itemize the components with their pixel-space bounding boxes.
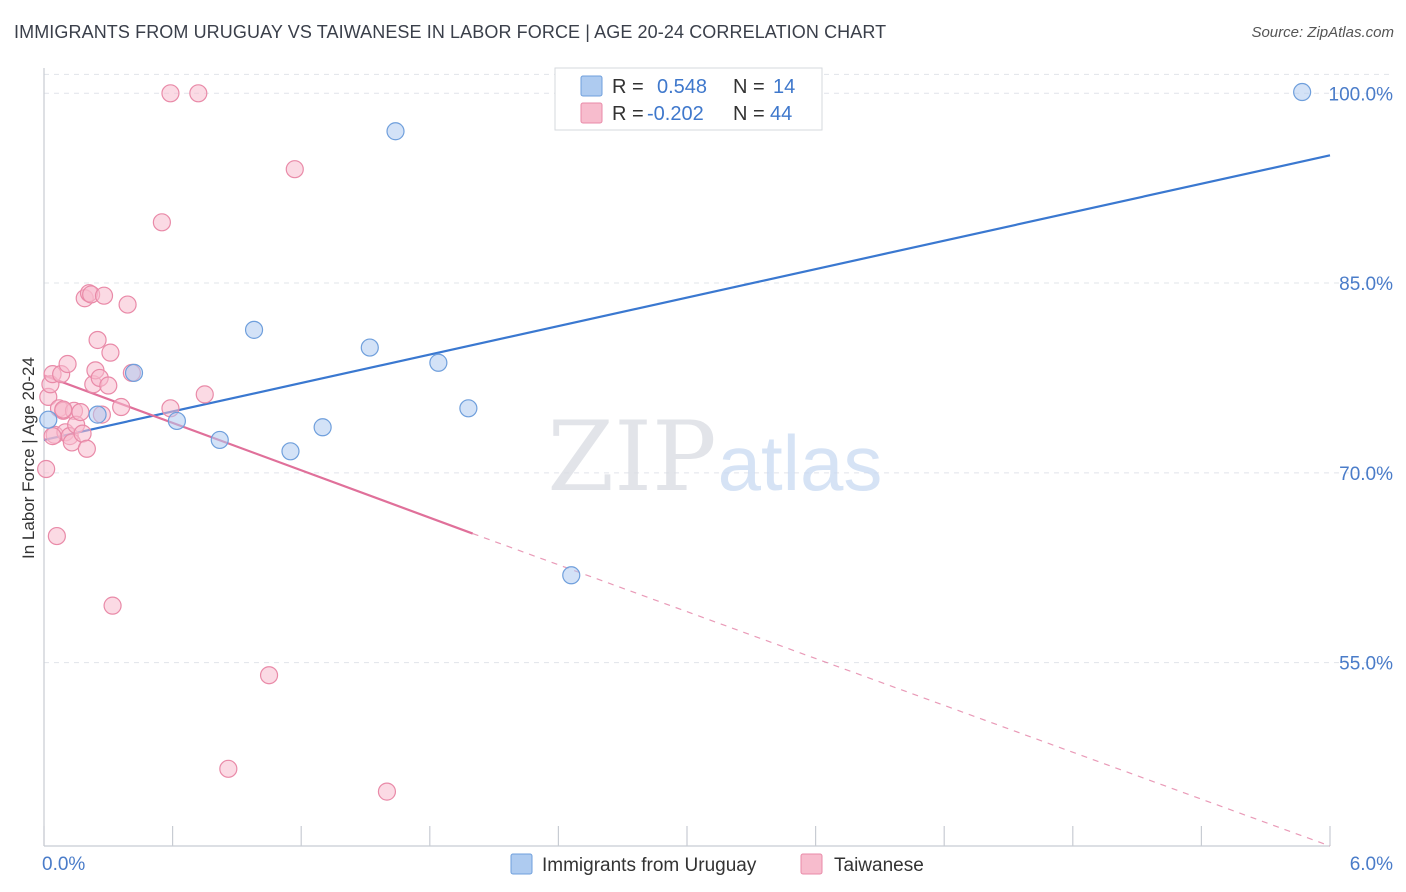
uruguay-point-8 [360, 338, 379, 357]
chart-title: IMMIGRANTS FROM URUGUAY VS TAIWANESE IN … [14, 22, 887, 42]
watermark-zip: ZIP [547, 401, 716, 513]
stats-legend-n-label-1: N = [733, 76, 765, 98]
stats-legend-swatch-pink [580, 102, 603, 124]
stats-legend-r-label-1: R = [612, 76, 644, 98]
stats-legend-n-label-2: N = [733, 103, 765, 125]
y-axis-tick-labels: 55.0% 70.0% 85.0% 100.0% [1329, 84, 1394, 674]
watermark-atlas: atlas [718, 419, 883, 507]
stats-legend: R = 0.548 N = 14 R = -0.202 N = 44 [554, 67, 823, 131]
taiwanese-point-29 [103, 596, 122, 615]
stats-legend-swatch-blue [580, 75, 603, 97]
uruguay-point-6 [281, 442, 300, 461]
stats-legend-r-value-1: 0.548 [657, 76, 707, 98]
taiwanese-point-43 [54, 400, 73, 419]
x-tick-label-start: 0.0% [42, 854, 85, 875]
taiwanese-point-0 [37, 459, 56, 479]
taiwanese-point-39 [259, 666, 279, 685]
uruguay-point-0 [39, 410, 58, 429]
uruguay-point-5 [244, 320, 264, 339]
trend-line-uruguay [43, 154, 1331, 441]
stats-legend-r-value-2: -0.202 [647, 103, 704, 125]
taiwanese-point-26 [94, 286, 114, 305]
uruguay-point-10 [429, 353, 448, 372]
taiwanese-point-36 [189, 84, 208, 103]
gridlines [44, 73, 1392, 664]
taiwanese-point-41 [377, 782, 397, 801]
taiwanese-point-31 [118, 295, 137, 314]
series-legend: Immigrants from Uruguay Taiwanese [510, 853, 924, 876]
uruguay-point-7 [313, 418, 332, 437]
x-axis-ticks [43, 826, 1331, 846]
taiwanese-point-23 [88, 330, 107, 350]
taiwanese-point-5 [47, 526, 66, 546]
stats-legend-n-value-1: 14 [773, 76, 795, 98]
taiwanese-point-10 [58, 354, 77, 374]
legend-swatch-taiwanese [800, 853, 823, 875]
uruguay-point-1 [88, 405, 107, 424]
taiwanese-point-28 [101, 343, 120, 362]
y-axis-title: In Labor Force | Age 20-24 [19, 357, 38, 559]
series-uruguay-points [39, 82, 1312, 585]
taiwanese-point-38 [219, 759, 238, 778]
x-tick-label-end: 6.0% [1350, 854, 1393, 875]
y-tick-label-0: 55.0% [1339, 654, 1393, 675]
uruguay-point-11 [459, 399, 478, 418]
legend-swatch-uruguay [510, 853, 533, 875]
y-tick-label-2: 85.0% [1339, 274, 1393, 295]
taiwanese-point-18 [77, 439, 96, 458]
taiwanese-point-33 [152, 213, 171, 232]
chart-source: Source: ZipAtlas.com [1251, 24, 1394, 41]
stats-legend-r-label-2: R = [612, 103, 644, 125]
legend-label-taiwanese: Taiwanese [834, 855, 924, 876]
taiwanese-point-34 [161, 84, 180, 103]
stats-legend-n-value-2: 44 [770, 103, 792, 125]
taiwanese-point-30 [112, 397, 131, 417]
legend-label-uruguay: Immigrants from Uruguay [542, 855, 757, 876]
taiwanese-point-42 [43, 427, 62, 446]
y-tick-label-3: 100.0% [1329, 84, 1394, 105]
taiwanese-point-27 [99, 376, 118, 395]
uruguay-point-13 [1293, 82, 1312, 102]
series-taiwanese-points [37, 84, 397, 801]
y-tick-label-1: 70.0% [1339, 464, 1393, 485]
trend-line-taiwanese [43, 374, 474, 535]
uruguay-point-2 [124, 363, 144, 382]
uruguay-point-12 [562, 566, 581, 585]
uruguay-point-3 [167, 411, 186, 431]
uruguay-point-9 [386, 122, 405, 141]
taiwanese-point-16 [73, 424, 92, 443]
taiwanese-point-40 [285, 160, 304, 179]
taiwanese-point-15 [71, 402, 90, 422]
taiwanese-point-37 [195, 385, 214, 404]
trend-line-taiwanese-extension [472, 532, 1331, 847]
uruguay-point-4 [210, 430, 229, 450]
